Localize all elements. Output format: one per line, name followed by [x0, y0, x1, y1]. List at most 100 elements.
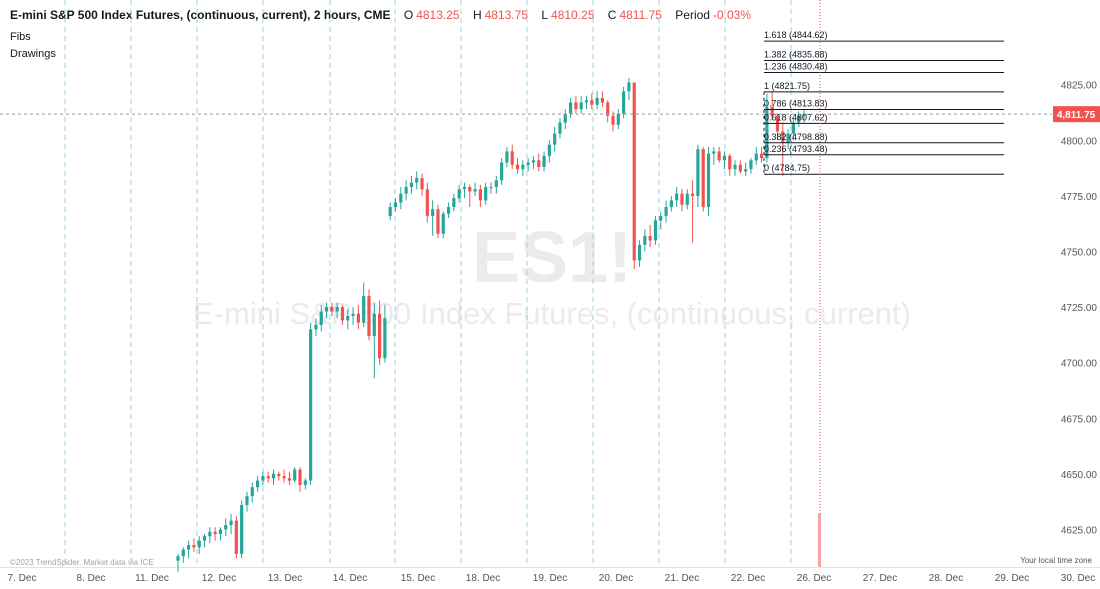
price-tag-label: 4,811.75: [1057, 110, 1096, 121]
drawings-toggle[interactable]: Drawings: [10, 48, 56, 60]
candle-body: [759, 153, 764, 159]
candle-body: [250, 487, 254, 497]
candle-body: [197, 540, 201, 548]
candle-body: [335, 307, 339, 312]
x-tick-label: 7. Dec: [8, 573, 37, 584]
candle-body: [346, 315, 350, 321]
candle-body: [240, 505, 244, 554]
candle-body: [706, 153, 711, 208]
fibs-toggle[interactable]: Fibs: [10, 31, 31, 43]
candle-body: [176, 556, 180, 561]
candle-body: [632, 82, 636, 261]
fib-level-label: 1 (4821.75): [764, 81, 810, 91]
candle-body: [277, 473, 281, 477]
y-tick-label: 4675.00: [1061, 414, 1098, 425]
candle-body: [468, 187, 472, 192]
x-tick-label: 15. Dec: [401, 573, 435, 584]
fib-retracement[interactable]: 1.618 (4844.62) 1.382 (4835.88) 1.236 (483…: [763, 30, 1004, 175]
candle-body: [696, 149, 700, 196]
x-tick-label: 30. Dec: [1061, 573, 1095, 584]
candle-body: [616, 113, 620, 125]
candle-body: [637, 244, 642, 261]
low-value: 4810.25: [551, 8, 595, 22]
price-markers: 4,811.75: [0, 0, 1100, 567]
candle-body: [563, 113, 567, 123]
y-tick-label: 4750.00: [1061, 248, 1098, 259]
volume-marker: [818, 513, 821, 567]
candle-body: [282, 476, 286, 479]
high-label: H: [472, 8, 482, 22]
fib-level-label: 0 (4784.75): [764, 163, 810, 173]
candle-body: [484, 187, 488, 201]
candle-body: [319, 311, 323, 325]
candle-body: [680, 193, 684, 205]
candle-body: [643, 235, 647, 245]
y-tick-label: 4725.00: [1061, 303, 1098, 314]
high-value: 4813.75: [484, 8, 528, 22]
candle-body: [526, 162, 530, 165]
y-tick-label: 4700.00: [1061, 359, 1098, 370]
y-tick-label: 4825.00: [1061, 81, 1098, 92]
watermark-name: E-mini S&P 500 Index Futures, (continuou…: [193, 296, 911, 331]
candle-body: [627, 82, 631, 92]
candle-body: [245, 496, 249, 506]
timezone-label[interactable]: Your local time zone: [1020, 556, 1092, 565]
period-value: -0.03%: [712, 8, 751, 22]
y-tick-label: 4650.00: [1061, 470, 1098, 481]
x-axis: 7. Dec 8. Dec 11. Dec 12. Dec 13. Dec 14. Dec…: [0, 567, 1100, 584]
candle-body: [797, 115, 801, 123]
candle-body: [208, 531, 212, 537]
date-gridlines: [64, 0, 792, 567]
candle-body: [271, 473, 276, 479]
fib-level-label: 0.786 (4813.83): [764, 99, 828, 109]
candle-body: [595, 98, 599, 105]
candle-body: [478, 189, 482, 201]
watermark-symbol: ES1!: [472, 218, 632, 298]
candle-body: [568, 102, 573, 114]
y-tick-label: 4775.00: [1061, 192, 1098, 203]
y-tick-label: 4625.00: [1061, 526, 1098, 537]
x-tick-label: 21. Dec: [665, 573, 699, 584]
x-tick-label: 19. Dec: [533, 573, 567, 584]
candle-body: [367, 295, 371, 337]
candle-body: [293, 469, 297, 481]
candle-body: [420, 178, 424, 190]
candle-body: [744, 169, 748, 172]
candle-body: [378, 313, 382, 359]
x-tick-label: 20. Dec: [599, 573, 633, 584]
low-label: L: [541, 8, 549, 22]
candle-body: [309, 329, 313, 481]
close-value: 4811.75: [619, 8, 662, 22]
candle-body: [669, 200, 673, 208]
candle-body: [691, 193, 695, 196]
candle-body: [266, 476, 270, 479]
candle-body: [542, 155, 546, 167]
candle-body: [388, 207, 392, 216]
candle-body: [431, 209, 435, 216]
fib-level-label: 0.382 (4798.88): [764, 132, 828, 142]
symbol-title: E-mini S&P 500 Index Futures, (continuou…: [10, 8, 391, 22]
candle-body: [494, 180, 498, 188]
candle-body: [415, 178, 419, 183]
x-tick-label: 14. Dec: [333, 573, 367, 584]
candle-body: [584, 100, 589, 103]
period-label: Period: [675, 8, 710, 22]
candle-body: [611, 115, 615, 125]
candles: [176, 78, 806, 572]
candle-body: [531, 160, 536, 163]
candle-body: [340, 307, 345, 321]
candle-body: [187, 545, 191, 550]
candle-body: [712, 151, 716, 154]
candle-body: [181, 549, 185, 557]
candle-body: [622, 91, 626, 114]
y-tick-label: 4800.00: [1061, 136, 1098, 147]
candle-body: [733, 164, 737, 170]
open-label: O: [403, 8, 414, 22]
x-tick-label: 22. Dec: [731, 573, 765, 584]
candle-body: [441, 213, 445, 234]
candle-body: [255, 480, 260, 488]
fib-level-label: 1.618 (4844.62): [764, 30, 828, 40]
candle-body: [324, 307, 329, 312]
